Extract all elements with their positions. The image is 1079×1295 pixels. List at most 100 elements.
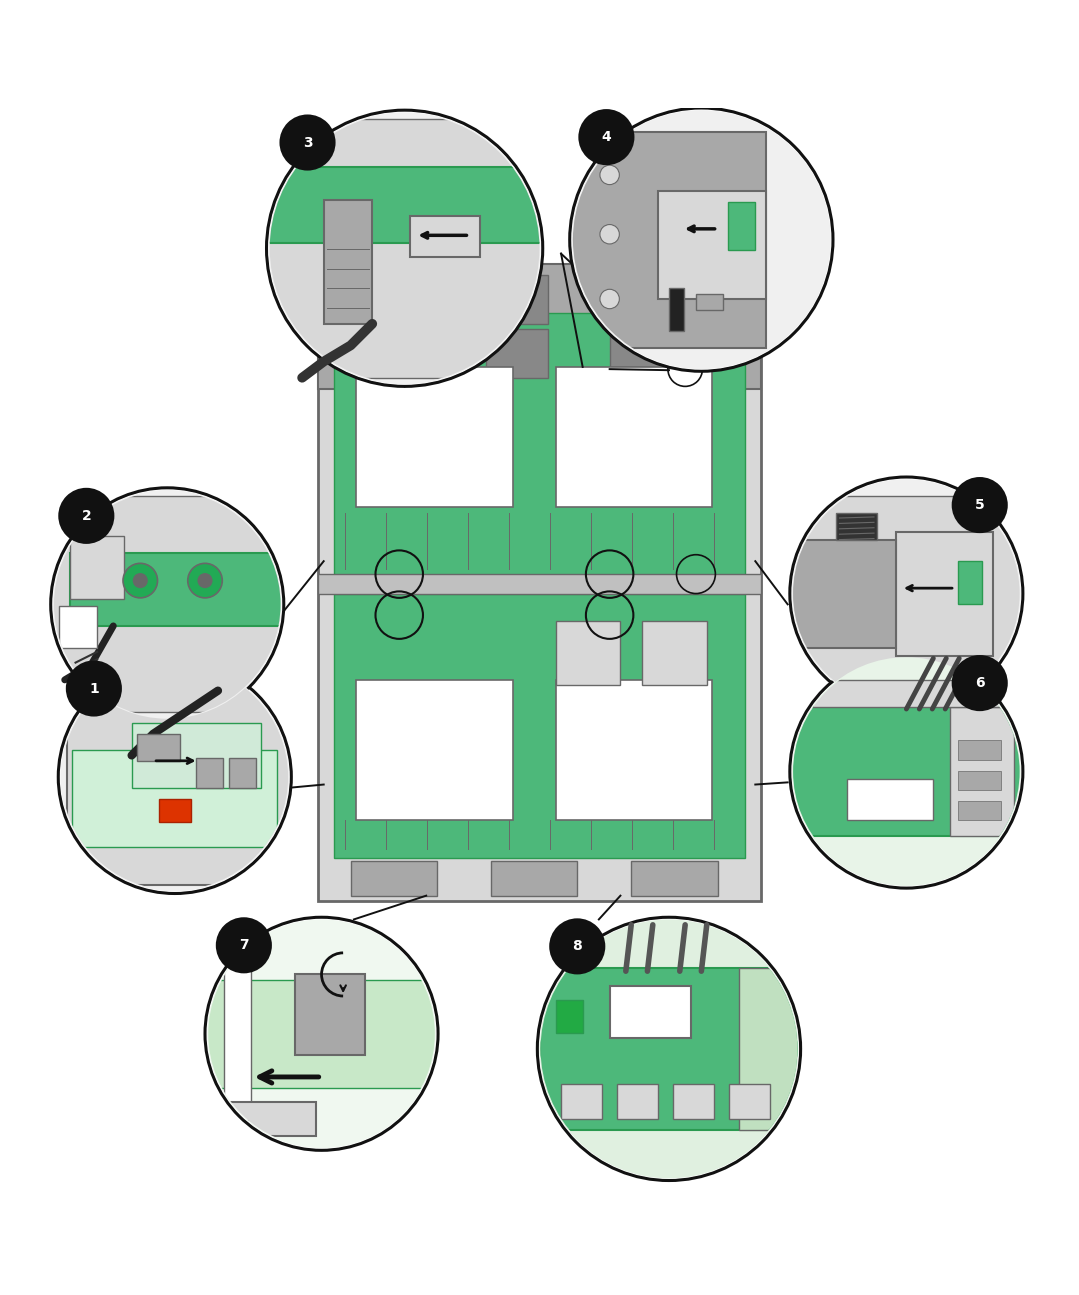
Circle shape bbox=[570, 107, 833, 372]
Circle shape bbox=[537, 917, 801, 1181]
FancyBboxPatch shape bbox=[334, 313, 745, 578]
Circle shape bbox=[790, 477, 1023, 710]
FancyBboxPatch shape bbox=[788, 540, 896, 648]
FancyBboxPatch shape bbox=[958, 741, 1001, 760]
Text: 8: 8 bbox=[572, 939, 583, 953]
FancyBboxPatch shape bbox=[318, 574, 761, 593]
Text: 6: 6 bbox=[975, 676, 984, 690]
Circle shape bbox=[952, 477, 1008, 534]
Text: 4: 4 bbox=[601, 130, 612, 144]
Circle shape bbox=[792, 479, 1021, 708]
FancyBboxPatch shape bbox=[847, 780, 933, 820]
FancyBboxPatch shape bbox=[642, 620, 707, 685]
FancyBboxPatch shape bbox=[361, 276, 424, 324]
FancyBboxPatch shape bbox=[958, 771, 1001, 790]
FancyBboxPatch shape bbox=[561, 1084, 602, 1119]
FancyBboxPatch shape bbox=[491, 861, 577, 896]
FancyBboxPatch shape bbox=[958, 561, 982, 605]
FancyBboxPatch shape bbox=[229, 758, 256, 787]
FancyBboxPatch shape bbox=[777, 496, 1036, 690]
FancyBboxPatch shape bbox=[673, 1084, 714, 1119]
FancyBboxPatch shape bbox=[696, 294, 723, 310]
FancyBboxPatch shape bbox=[556, 366, 712, 508]
FancyBboxPatch shape bbox=[59, 606, 97, 648]
Circle shape bbox=[600, 289, 619, 308]
FancyBboxPatch shape bbox=[356, 366, 513, 508]
FancyBboxPatch shape bbox=[486, 329, 548, 378]
FancyBboxPatch shape bbox=[958, 800, 1001, 820]
Circle shape bbox=[269, 113, 541, 385]
FancyBboxPatch shape bbox=[556, 1000, 583, 1032]
FancyBboxPatch shape bbox=[631, 861, 718, 896]
FancyBboxPatch shape bbox=[556, 680, 712, 820]
Circle shape bbox=[197, 574, 213, 588]
FancyBboxPatch shape bbox=[318, 264, 761, 901]
Circle shape bbox=[216, 917, 272, 974]
FancyBboxPatch shape bbox=[318, 264, 761, 388]
Circle shape bbox=[952, 655, 1008, 711]
FancyBboxPatch shape bbox=[132, 723, 261, 787]
Circle shape bbox=[792, 657, 1021, 886]
FancyBboxPatch shape bbox=[610, 987, 691, 1039]
FancyBboxPatch shape bbox=[70, 536, 124, 600]
Circle shape bbox=[188, 563, 222, 598]
Circle shape bbox=[279, 114, 336, 171]
FancyBboxPatch shape bbox=[486, 276, 548, 324]
Text: 7: 7 bbox=[240, 939, 248, 952]
FancyBboxPatch shape bbox=[540, 967, 798, 1129]
FancyBboxPatch shape bbox=[556, 620, 620, 685]
FancyBboxPatch shape bbox=[334, 593, 745, 857]
FancyBboxPatch shape bbox=[264, 167, 566, 243]
Circle shape bbox=[549, 918, 605, 974]
FancyBboxPatch shape bbox=[610, 329, 672, 378]
Circle shape bbox=[790, 655, 1023, 888]
FancyBboxPatch shape bbox=[896, 532, 993, 657]
Circle shape bbox=[58, 488, 114, 544]
Circle shape bbox=[207, 919, 436, 1149]
FancyBboxPatch shape bbox=[729, 1084, 770, 1119]
FancyBboxPatch shape bbox=[739, 967, 804, 1129]
FancyBboxPatch shape bbox=[295, 974, 365, 1055]
Circle shape bbox=[540, 919, 798, 1178]
FancyBboxPatch shape bbox=[49, 496, 308, 712]
Text: 3: 3 bbox=[303, 136, 312, 149]
FancyBboxPatch shape bbox=[264, 119, 566, 378]
Text: 2: 2 bbox=[81, 509, 92, 523]
Circle shape bbox=[600, 224, 619, 243]
FancyBboxPatch shape bbox=[196, 758, 223, 787]
FancyBboxPatch shape bbox=[208, 1102, 316, 1136]
FancyBboxPatch shape bbox=[572, 132, 766, 347]
FancyBboxPatch shape bbox=[159, 799, 191, 822]
FancyBboxPatch shape bbox=[356, 680, 513, 820]
Circle shape bbox=[53, 490, 282, 719]
FancyBboxPatch shape bbox=[669, 289, 684, 332]
Text: 1: 1 bbox=[88, 681, 99, 695]
FancyBboxPatch shape bbox=[351, 861, 437, 896]
FancyBboxPatch shape bbox=[137, 734, 180, 760]
FancyBboxPatch shape bbox=[788, 707, 1025, 837]
Circle shape bbox=[578, 109, 634, 166]
Circle shape bbox=[205, 917, 438, 1150]
Circle shape bbox=[133, 574, 148, 588]
FancyBboxPatch shape bbox=[728, 202, 755, 250]
FancyBboxPatch shape bbox=[224, 958, 251, 1120]
Circle shape bbox=[267, 110, 543, 386]
FancyBboxPatch shape bbox=[617, 1084, 658, 1119]
Circle shape bbox=[572, 110, 831, 369]
FancyBboxPatch shape bbox=[72, 750, 277, 847]
Circle shape bbox=[123, 563, 158, 598]
FancyBboxPatch shape bbox=[610, 276, 672, 324]
FancyBboxPatch shape bbox=[950, 707, 1014, 837]
FancyBboxPatch shape bbox=[324, 199, 372, 324]
FancyBboxPatch shape bbox=[361, 329, 424, 378]
Circle shape bbox=[600, 166, 619, 185]
FancyBboxPatch shape bbox=[836, 513, 877, 540]
FancyBboxPatch shape bbox=[788, 680, 1025, 707]
FancyBboxPatch shape bbox=[410, 216, 480, 256]
Text: 5: 5 bbox=[974, 499, 985, 512]
Circle shape bbox=[58, 660, 291, 894]
Circle shape bbox=[66, 660, 122, 716]
FancyBboxPatch shape bbox=[658, 192, 766, 299]
FancyBboxPatch shape bbox=[70, 553, 286, 625]
FancyBboxPatch shape bbox=[203, 980, 440, 1088]
